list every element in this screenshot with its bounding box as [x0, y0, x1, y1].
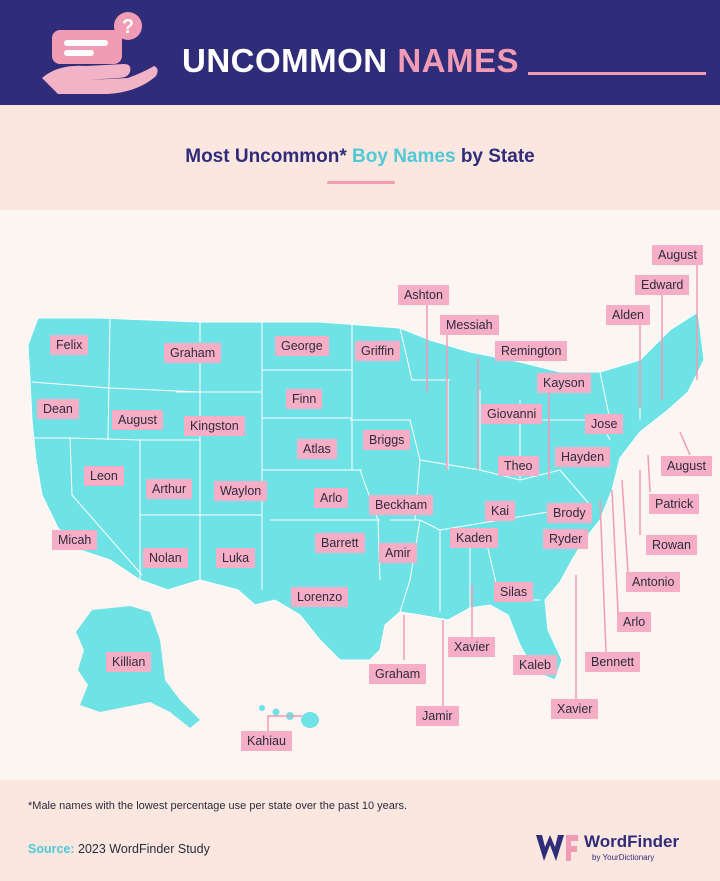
state-label-texas: Lorenzo: [291, 587, 349, 607]
state-label-maryland: Bennett: [585, 652, 641, 672]
state-label-arkansas: Amir: [379, 543, 417, 563]
state-label-kansas: Arlo: [314, 488, 349, 508]
state-label-maine: August: [652, 245, 703, 265]
state-label-new-mexico: Luka: [216, 548, 256, 568]
state-label-colorado: Waylon: [214, 481, 268, 501]
state-label-rhode-island: Patrick: [649, 494, 700, 514]
state-label-connecticut: Rowan: [646, 535, 697, 555]
title-accent: NAMES: [397, 42, 520, 79]
state-label-oregon: Dean: [37, 399, 79, 419]
state-label-kentucky: Theo: [498, 456, 539, 476]
state-label-nevada: Leon: [84, 466, 124, 486]
state-label-tennessee: Kaden: [450, 528, 499, 548]
state-label-alabama: Xavier: [448, 637, 496, 657]
state-label-oklahoma: Barrett: [315, 533, 365, 553]
state-label-pennsylvania: Hayden: [555, 447, 611, 467]
state-label-nebraska: Atlas: [297, 439, 337, 459]
page-title: UNCOMMON NAMES: [182, 42, 519, 80]
title-main: UNCOMMON: [182, 42, 388, 79]
state-label-washington: Felix: [50, 335, 89, 355]
state-label-illinois: Messiah: [440, 315, 499, 335]
subtitle-part2: by State: [460, 146, 535, 167]
state-label-iowa: Briggs: [363, 430, 411, 450]
state-label-massachusetts: August: [661, 456, 712, 476]
state-label-south-carolina: Xavier: [551, 699, 599, 719]
state-label-new-jersey: Antonio: [626, 572, 681, 592]
speech-bubble-hand-icon: ?: [42, 12, 158, 94]
state-label-north-dakota: George: [275, 336, 329, 356]
footer-band: [0, 780, 720, 881]
state-label-vermont: Alden: [606, 305, 650, 325]
state-label-idaho: August: [112, 410, 163, 430]
brand-subtitle: by YourDictionary: [592, 853, 655, 862]
state-label-florida: Kaleb: [513, 655, 557, 675]
state-label-louisiana: Graham: [369, 664, 427, 684]
state-label-georgia: Silas: [494, 582, 534, 602]
state-label-mississippi: Jamir: [416, 706, 459, 726]
footnote: *Male names with the lowest percentage u…: [28, 800, 408, 812]
wordfinder-logo-icon: [536, 835, 578, 861]
state-label-utah: Arthur: [146, 479, 193, 499]
state-label-new-hampshire: Edward: [635, 275, 690, 295]
state-label-wyoming: Kingston: [184, 416, 245, 436]
state-label-montana: Graham: [164, 343, 222, 363]
state-label-michigan: Giovanni: [481, 404, 543, 424]
state-label-delaware: Arlo: [617, 612, 652, 632]
header-banner: ? UNCOMMON NAMES: [0, 0, 720, 105]
svg-text:?: ?: [122, 16, 134, 38]
state-label-virginia: Brody: [547, 503, 592, 523]
state-label-minnesota: Griffin: [355, 341, 401, 361]
state-label-hawaii: Kahiau: [241, 731, 292, 751]
state-label-arizona: Nolan: [143, 548, 188, 568]
state-label-california: Micah: [52, 530, 98, 550]
state-label-north-carolina: Ryder: [543, 529, 589, 549]
state-label-west-virginia: Kai: [485, 501, 516, 521]
state-label-indiana: Remington: [495, 341, 568, 361]
subtitle-accent: Boy Names: [352, 146, 456, 167]
header-divider: [528, 72, 706, 75]
state-label-alaska: Killian: [106, 652, 152, 672]
map-subtitle: Most Uncommon* Boy Names by State: [0, 146, 720, 168]
state-label-missouri: Beckham: [369, 495, 434, 515]
state-borders: [31, 317, 641, 613]
source-label: Source:: [28, 842, 75, 856]
brand-name: WordFinder: [584, 832, 680, 851]
state-label-south-dakota: Finn: [286, 389, 323, 409]
subtitle-part1: Most Uncommon*: [185, 146, 347, 167]
subtitle-rule: [327, 181, 395, 184]
state-label-wisconsin: Ashton: [398, 285, 449, 305]
source-line: Source: 2023 WordFinder Study: [28, 842, 210, 856]
subtitle-band: [0, 105, 720, 210]
state-label-new-york: Jose: [585, 414, 624, 434]
label-leader-lines: [267, 262, 698, 733]
state-label-ohio: Kayson: [537, 373, 591, 393]
source-text: 2023 WordFinder Study: [78, 842, 210, 856]
